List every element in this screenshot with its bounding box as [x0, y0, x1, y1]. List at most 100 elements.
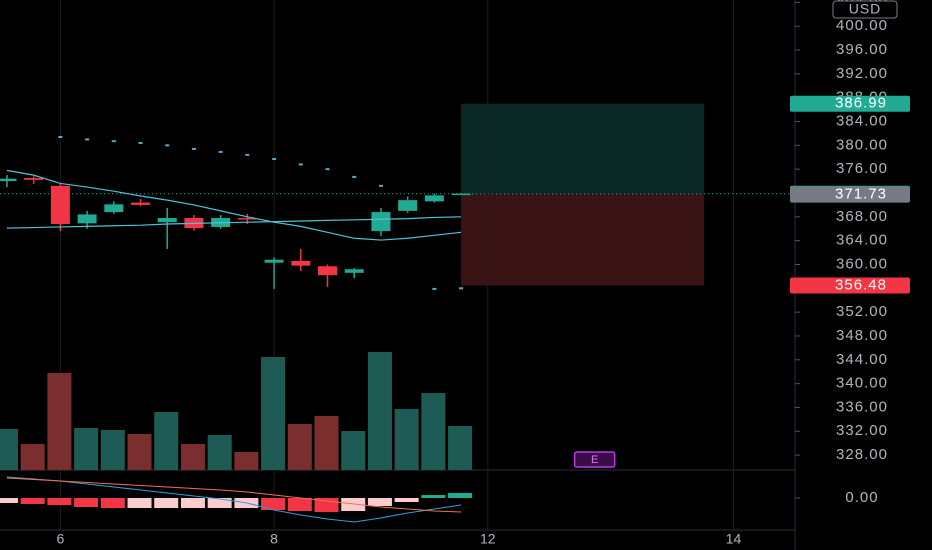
macd-histogram	[261, 498, 286, 510]
indicator-dot	[298, 163, 303, 166]
volume-bar	[47, 373, 72, 470]
candle-body	[104, 204, 124, 213]
y-tick-label: 368.00	[836, 208, 888, 225]
candle-body	[77, 214, 97, 224]
macd-histogram	[127, 498, 152, 508]
indicator-dot	[111, 140, 116, 143]
y-tick-label: 348.00	[836, 327, 888, 344]
indicator-dot	[85, 138, 90, 141]
macd-histogram	[394, 498, 419, 502]
candle-body	[24, 178, 44, 180]
volume-bar	[287, 424, 312, 470]
x-tick-label: 8	[270, 531, 278, 547]
indicator-dot	[138, 141, 143, 144]
volume-bar	[448, 426, 473, 470]
y-tick-label: 384.00	[836, 112, 888, 129]
indicator-dot	[58, 136, 63, 139]
macd-histogram	[74, 498, 99, 507]
y-tick-label: 328.00	[836, 446, 888, 463]
indicator-dot	[218, 150, 223, 153]
candle-body	[237, 218, 257, 220]
moving-average	[6, 216, 462, 229]
price-label-box	[790, 186, 910, 203]
price-label: 371.73	[835, 186, 887, 203]
candle-body	[398, 200, 418, 211]
macd-signal-line	[6, 477, 462, 513]
candle-body	[264, 259, 284, 263]
price-label: 356.48	[835, 276, 887, 293]
indicator-dot	[378, 184, 383, 187]
volume-bar	[394, 409, 419, 470]
volume-bar	[180, 444, 205, 470]
macd-histogram	[341, 498, 366, 511]
volume-bar	[234, 452, 259, 470]
y-tick-label: 344.00	[836, 351, 888, 368]
volume-bar	[154, 412, 179, 470]
y-tick-label: 364.00	[836, 232, 888, 249]
y-tick-label: 396.00	[836, 41, 888, 58]
indicator-dot	[325, 168, 330, 171]
volume-bar	[100, 430, 125, 470]
volume-bar	[0, 429, 18, 470]
target-zone	[461, 103, 705, 194]
y-tick-label: 340.00	[836, 375, 888, 392]
candle-body	[157, 218, 177, 223]
macd-histogram	[20, 498, 45, 504]
stop-zone	[461, 193, 705, 286]
macd-histogram	[47, 498, 72, 505]
indicator-dot	[272, 158, 277, 161]
candle-body	[50, 185, 70, 224]
macd-macd-line	[6, 476, 462, 523]
volume-bar	[341, 431, 366, 470]
indicator-dot	[432, 287, 437, 290]
y-tick-label: 400.00	[836, 17, 888, 34]
candle-body	[344, 269, 364, 273]
candle-body	[318, 266, 338, 276]
volume-bar	[367, 352, 392, 470]
x-tick-label: 12	[480, 531, 496, 547]
macd-histogram	[287, 498, 312, 511]
macd-histogram	[154, 498, 179, 508]
candle-body	[424, 195, 444, 202]
event-label: E	[591, 454, 598, 466]
x-tick-label: 14	[726, 531, 742, 547]
y-tick-label: 336.00	[836, 398, 888, 415]
y-tick-label: 352.00	[836, 303, 888, 320]
volume-bar	[421, 393, 446, 470]
y-tick-label: 376.00	[836, 160, 888, 177]
indicator-dot	[245, 153, 250, 156]
volume-bar	[261, 357, 286, 470]
macd-histogram	[367, 498, 392, 506]
macd-histogram	[207, 498, 232, 508]
indicator-dot	[165, 144, 170, 147]
price-label-box	[790, 95, 910, 112]
indicator-dot	[191, 147, 196, 150]
macd-histogram	[180, 498, 205, 508]
event-marker	[573, 451, 616, 468]
currency-label: USD	[849, 1, 882, 17]
volume-bar	[74, 428, 99, 470]
y-tick-label: 380.00	[836, 136, 888, 153]
candle-body	[131, 202, 151, 205]
macd-histogram	[421, 495, 446, 498]
volume-bar	[207, 435, 232, 470]
volume-bar	[20, 444, 45, 470]
moving-average	[6, 169, 462, 241]
macd-histogram	[100, 498, 125, 508]
indicator-dot	[352, 175, 357, 178]
volume-bar	[314, 416, 339, 470]
x-tick-label: 6	[56, 531, 64, 547]
macd-histogram	[0, 498, 18, 503]
candle-body	[291, 260, 311, 266]
price-label-box	[790, 277, 910, 294]
macd-histogram	[448, 493, 473, 498]
y-tick-label: 392.00	[836, 65, 888, 82]
y-tick-label: 332.00	[836, 422, 888, 439]
candle-body	[0, 178, 17, 182]
indicator-dot	[459, 287, 464, 290]
y-tick-label: 0.00	[845, 489, 878, 506]
volume-bar	[127, 434, 152, 470]
y-tick-label: 360.00	[836, 255, 888, 272]
